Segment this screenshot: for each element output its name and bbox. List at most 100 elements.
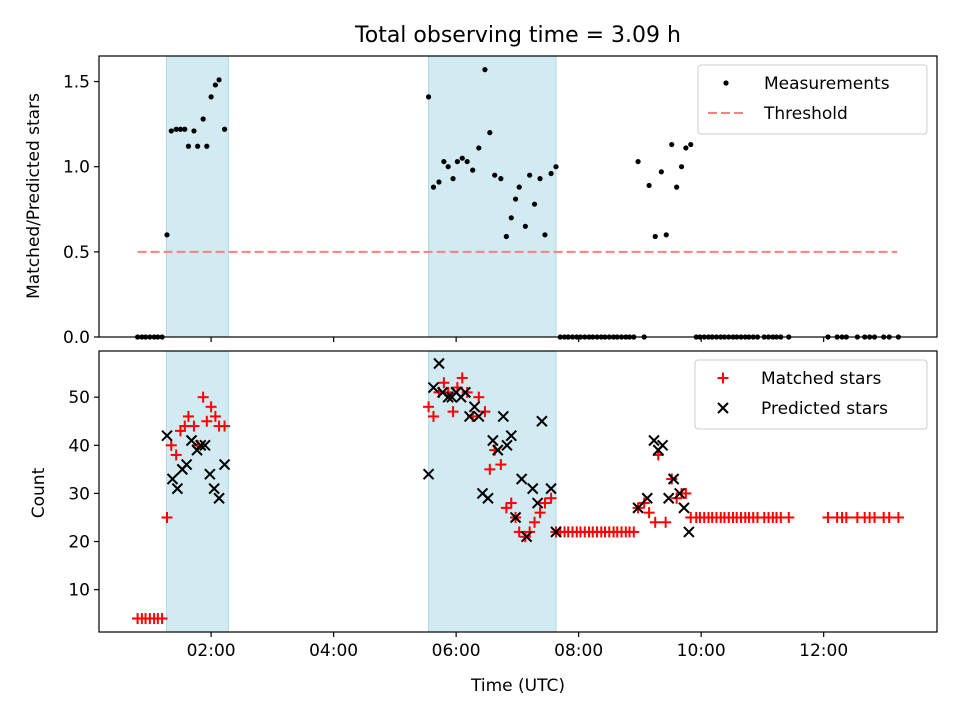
- legend-label: Matched stars: [761, 369, 881, 389]
- x-tick-label: 02:00: [187, 641, 236, 661]
- predicted-star-point: [171, 482, 184, 495]
- measurement-point: [200, 116, 206, 122]
- measurement-point: [164, 232, 170, 238]
- predicted-star-point: [208, 482, 220, 495]
- matched-star-point: [427, 410, 439, 422]
- measurement-point: [487, 130, 493, 136]
- bottom-legend: Matched stars Predicted stars: [694, 359, 928, 430]
- measurement-point: [482, 67, 488, 73]
- bottom-y-axis-label: Count: [29, 467, 49, 518]
- x-tick-label: 12:00: [799, 641, 848, 661]
- measurement-point: [669, 141, 675, 148]
- measurement-point: [464, 158, 470, 165]
- measurement-point: [492, 172, 498, 178]
- matched-star-point: [869, 511, 881, 523]
- predicted-star-point: [531, 497, 544, 509]
- measurement-point: [527, 172, 533, 178]
- y-tick-label: 0.0: [63, 328, 90, 348]
- matched-star-point: [500, 502, 512, 514]
- predicted-star-point: [520, 531, 533, 543]
- matched-star-point: [529, 516, 541, 528]
- predicted-star-point: [526, 482, 539, 495]
- x-tick-label: 08:00: [554, 641, 603, 661]
- measurement-point: [221, 126, 228, 132]
- matched-star-point: [539, 497, 551, 509]
- legend-label: Measurements: [764, 74, 890, 94]
- predicted-star-point: [667, 473, 680, 485]
- y-tick-label: 20: [68, 533, 90, 553]
- predicted-star-point: [487, 434, 499, 447]
- matched-star-point: [473, 391, 485, 403]
- predicted-star-point: [482, 492, 494, 504]
- measurement-point: [635, 158, 641, 165]
- measurement-point: [216, 77, 222, 83]
- legend-box: [694, 359, 928, 430]
- matched-star-point: [524, 526, 536, 538]
- matched-star-point: [438, 377, 450, 389]
- matched-star-point: [219, 420, 231, 432]
- predicted-star-point: [545, 482, 557, 495]
- measurement-point: [445, 164, 451, 170]
- matched-star-point: [822, 511, 834, 523]
- y-tick-label: 0.5: [63, 243, 90, 263]
- measurement-point: [512, 196, 519, 202]
- predicted-star-point: [505, 429, 517, 442]
- matched-star-point: [205, 401, 217, 413]
- matched-star-point: [161, 511, 173, 523]
- predicted-star-point: [427, 381, 440, 394]
- matched-star-point: [447, 406, 459, 418]
- legend-label: Threshold: [763, 104, 848, 124]
- predicted-star-point: [515, 473, 528, 485]
- measurement-point: [553, 164, 559, 170]
- legend-marker-measurements: [723, 80, 729, 86]
- top-legend: Measurements Threshold: [697, 64, 928, 135]
- matched-star-point: [628, 526, 640, 538]
- measurement-point: [450, 176, 456, 182]
- measurement-point: [537, 176, 543, 182]
- matched-star-point: [643, 507, 655, 519]
- matched-star-point: [783, 511, 795, 523]
- measurement-point: [678, 164, 685, 170]
- measurement-point: [177, 126, 184, 132]
- x-tick-label: 06:00: [432, 641, 481, 661]
- matched-star-point: [179, 420, 191, 432]
- measurement-point: [459, 155, 465, 161]
- predicted-star-point: [473, 410, 485, 423]
- measurement-point: [182, 126, 188, 132]
- matched-star-point: [883, 511, 895, 523]
- measurement-point: [674, 184, 680, 190]
- matched-star-point: [666, 473, 678, 485]
- predicted-star-point: [185, 434, 198, 447]
- observing-band: [428, 55, 557, 338]
- measurement-point: [548, 170, 554, 177]
- observing-band: [165, 55, 229, 338]
- legend-marker-matched: [717, 372, 729, 384]
- matched-star-point: [461, 386, 473, 398]
- matched-star-point: [188, 420, 200, 432]
- predicted-star-point: [683, 526, 695, 538]
- matched-star-point: [660, 516, 672, 528]
- measurement-point: [204, 143, 210, 149]
- predicted-star-point: [468, 401, 481, 413]
- x-tick-label: 10:00: [677, 641, 726, 661]
- predicted-star-point: [492, 444, 504, 456]
- measurement-point: [498, 176, 504, 182]
- measurement-point: [516, 184, 522, 190]
- measurement-point: [646, 182, 652, 189]
- predicted-star-point: [204, 468, 216, 480]
- predicted-star-point: [433, 357, 445, 370]
- measurement-point: [185, 143, 192, 149]
- measurement-point: [683, 145, 689, 151]
- top-panel: 0.0 0.5 1.0 1.5 Measurements Threshold: [63, 55, 938, 348]
- measurement-point: [658, 169, 664, 175]
- predicted-star-point: [550, 526, 562, 538]
- chart-title: Total observing time = 3.09 h: [354, 23, 681, 48]
- matched-star-point: [534, 507, 546, 519]
- measurement-point: [476, 145, 482, 151]
- measurement-point: [191, 128, 197, 134]
- matched-star-point: [182, 410, 194, 422]
- predicted-star-point: [662, 492, 675, 504]
- matched-star-point: [479, 406, 491, 418]
- matched-star-point: [671, 492, 683, 504]
